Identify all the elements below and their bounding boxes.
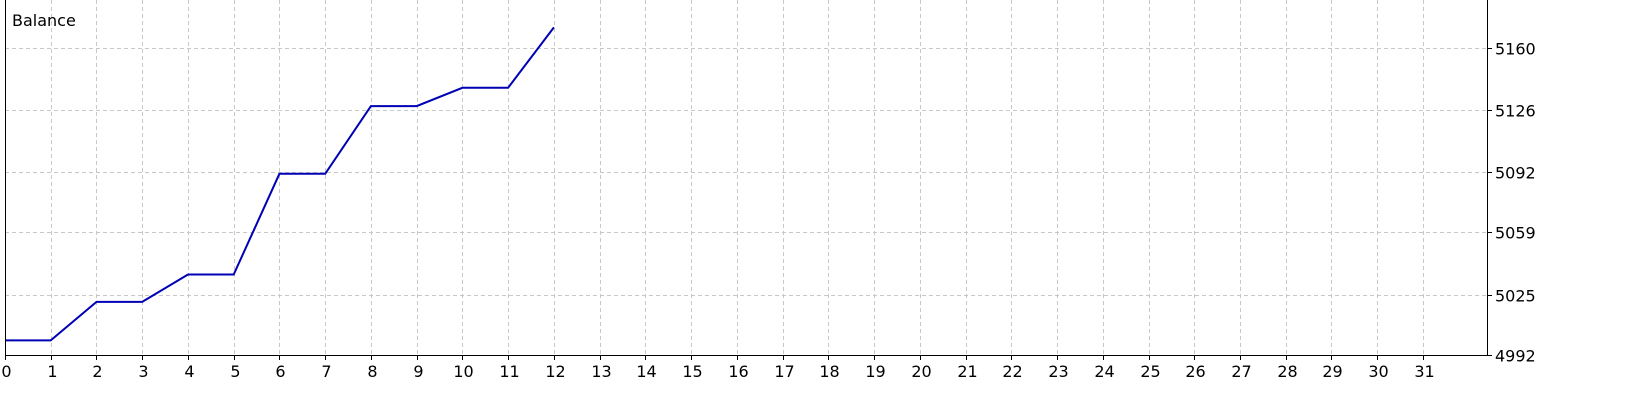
x-tick-label: 31: [1414, 362, 1434, 381]
y-axis-ticks: 4992 5025 5059 5092 5126 5160: [1487, 40, 1536, 366]
x-tick-label: 22: [1002, 362, 1022, 381]
x-tick-label: 13: [591, 362, 611, 381]
x-tick-label: 17: [774, 362, 794, 381]
x-tick-label: 21: [957, 362, 977, 381]
x-tick-label: 1: [47, 362, 57, 381]
x-tick-label: 4: [184, 362, 194, 381]
x-tick-label: 2: [92, 362, 102, 381]
x-tick-label: 16: [728, 362, 748, 381]
x-tick-label: 10: [453, 362, 473, 381]
x-tick-label: 29: [1322, 362, 1342, 381]
x-tick-label: 9: [413, 362, 423, 381]
x-tick-label: 3: [138, 362, 148, 381]
x-tick-label: 6: [275, 362, 285, 381]
x-tick-label: 19: [865, 362, 885, 381]
x-tick-label: 14: [636, 362, 656, 381]
x-tick-label: 28: [1277, 362, 1297, 381]
balance-series-line: [5, 26, 555, 342]
x-tick-label: 20: [911, 362, 931, 381]
x-tick-label: 26: [1185, 362, 1205, 381]
x-tick-label: 11: [499, 362, 519, 381]
y-tick-label: 4992: [1495, 347, 1536, 366]
x-tick-label: 18: [819, 362, 839, 381]
x-tick-label: 0: [1, 362, 11, 381]
x-tick-label: 24: [1094, 362, 1114, 381]
series-layer: [5, 26, 555, 342]
x-tick-label: 15: [682, 362, 702, 381]
y-tick-label: 5126: [1495, 102, 1536, 121]
x-tick-label: 7: [321, 362, 331, 381]
y-tick-label: 5092: [1495, 164, 1536, 183]
x-tick-label: 25: [1140, 362, 1160, 381]
chart-title: Balance: [12, 11, 76, 30]
y-tick-label: 5059: [1495, 224, 1536, 243]
x-tick-label: 27: [1231, 362, 1251, 381]
x-tick-label: 23: [1048, 362, 1068, 381]
x-axis-ticks: 0 1 2 3 4 5 6 7 8 9 10 11 12 13 14 15 16 17 18 19 20 21 22 23 24…: [1, 355, 1435, 381]
x-tick-label: 8: [367, 362, 377, 381]
x-tick-label: 30: [1368, 362, 1388, 381]
x-tick-label: 5: [230, 362, 240, 381]
y-tick-label: 5160: [1495, 40, 1536, 59]
x-tick-label: 12: [545, 362, 565, 381]
y-tick-label: 5025: [1495, 287, 1536, 306]
